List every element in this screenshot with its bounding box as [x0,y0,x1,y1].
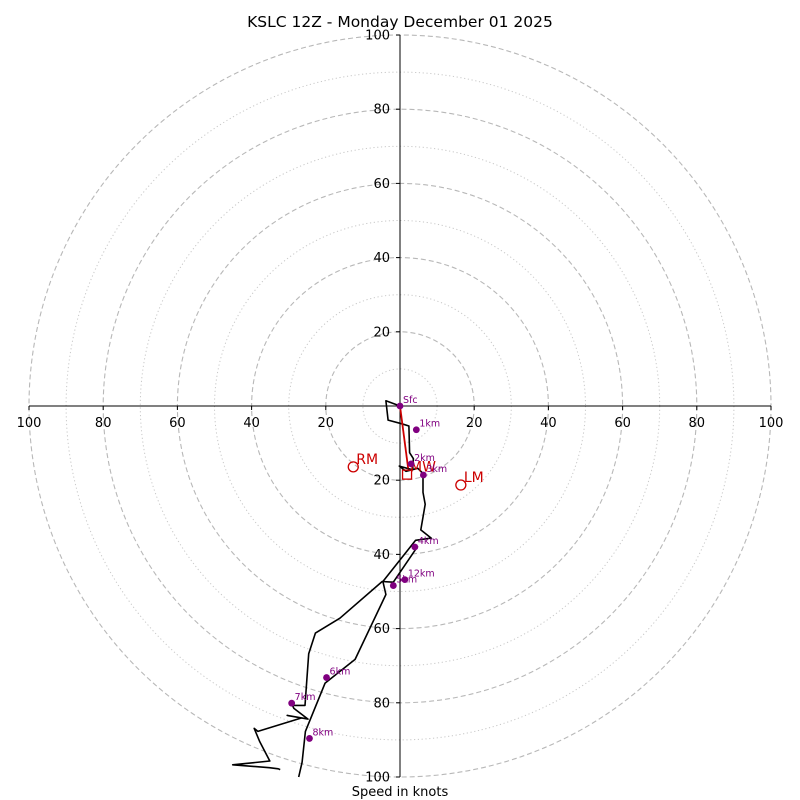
storm-motion-marker-rm [347,461,359,473]
height-label-sfc: Sfc [403,395,418,406]
y-tick-label: 40 [373,548,390,563]
y-tick-label: 80 [373,103,390,118]
height-marker-8km [306,735,313,742]
storm-motions: RM LM MW [347,452,484,491]
height-label-4km: 4km [418,536,439,547]
y-tick-label: 80 [373,696,390,711]
y-tick-label: 100 [365,29,390,44]
x-tick-label: 40 [243,416,260,431]
height-marker-sfc [396,402,404,410]
height-label-12km: 12km [408,569,435,580]
storm-motion-label-mw: MW [410,460,436,476]
x-axis-label: Speed in knots [352,785,449,800]
storm-motion-label-lm: LM [464,470,484,486]
x-tick-label: 100 [759,416,784,431]
wind-trace-line [297,399,433,778]
height-label-3km: 3km [426,464,447,475]
height-marker-7km [288,699,296,707]
wind-trace [231,399,433,778]
height-markers: Sfc1km2km3km4km5km12km6km7km8km [288,395,447,742]
y-tick-label: 60 [373,622,390,637]
x-tick-label: 60 [614,416,631,431]
height-label-8km: 8km [312,727,333,738]
storm-motion-marker-mw [401,469,413,480]
x-tick-label: 60 [169,416,186,431]
height-label-6km: 6km [330,667,351,678]
height-marker-3km [419,471,427,479]
y-tick-label: 100 [365,771,390,786]
tick-labels: 100 80 60 40 20 20 40 60 80 100 100 80 60 40 20 20 40 60 8… [17,29,784,786]
chart-title: KSLC 12Z - Monday December 01 2025 [247,13,553,31]
y-tick-label: 40 [373,251,390,266]
height-label-1km: 1km [419,419,440,430]
storm-motion-marker-lm [455,479,467,491]
x-tick-label: 80 [95,416,112,431]
x-tick-label: 80 [689,416,706,431]
height-marker-6km [323,674,330,681]
height-marker-1km [412,426,420,434]
bulk-shear-vector [399,405,410,469]
x-tick-label: 40 [540,416,557,431]
y-tick-label: 20 [373,474,390,489]
x-tick-label: 100 [17,416,42,431]
x-tick-label: 20 [466,416,483,431]
height-marker-5km [389,582,397,589]
height-marker-2km [407,460,415,468]
y-tick-label: 20 [373,325,390,340]
x-tick-label: 20 [318,416,335,431]
height-marker-4km [411,543,419,551]
height-marker-12km [401,576,409,584]
bulk-shear [399,405,410,469]
height-label-7km: 7km [295,692,316,703]
height-label-2km: 2km [414,453,435,464]
y-tick-label: 60 [373,177,390,192]
wind-trace-upper-line [231,545,419,771]
storm-motion-label-rm: RM [356,452,378,468]
